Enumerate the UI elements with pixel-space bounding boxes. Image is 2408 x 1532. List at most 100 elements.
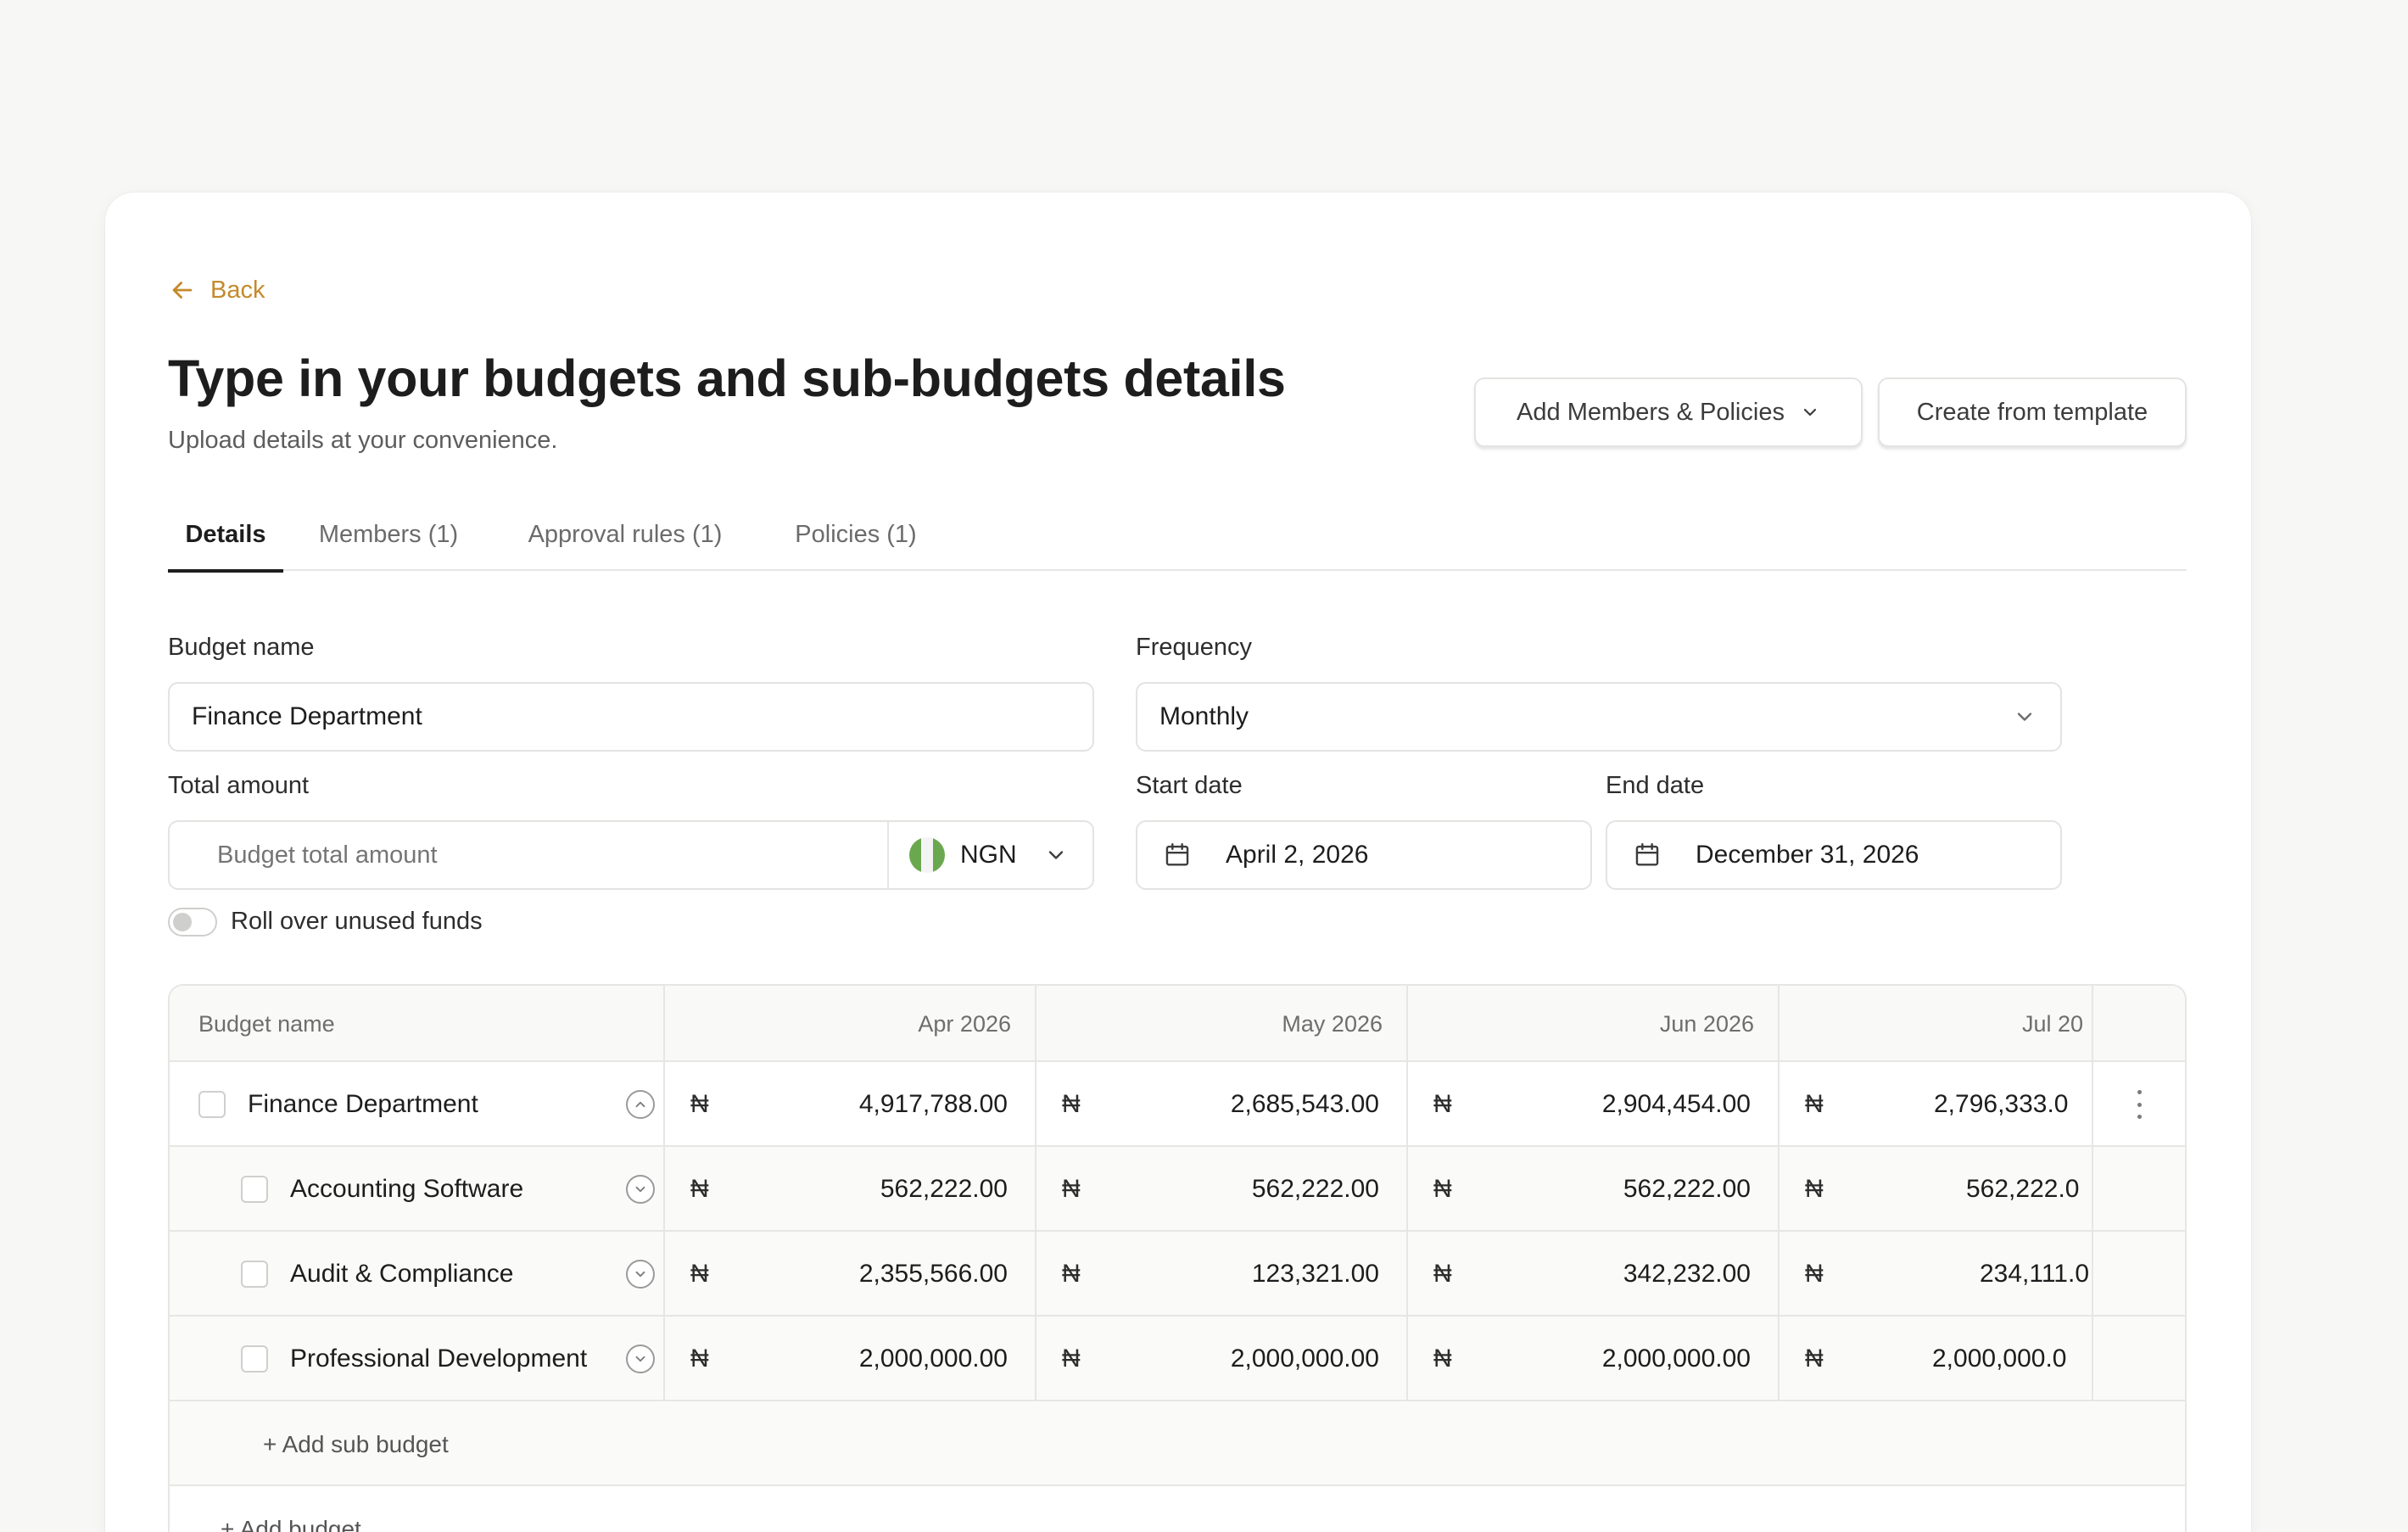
create-from-template-button[interactable]: Create from template — [1878, 377, 2187, 447]
nigeria-flag-icon — [909, 837, 945, 873]
currency-symbol: ₦ — [1062, 1175, 1081, 1203]
page-title: Type in your budgets and sub-budgets det… — [168, 349, 1286, 407]
chevron-down-icon — [2017, 713, 2032, 721]
month-header: Jul 20 — [2022, 1011, 2084, 1037]
collapse-button[interactable] — [626, 1090, 655, 1119]
currency-symbol: ₦ — [1805, 1175, 1824, 1203]
rollover-label: Roll over unused funds — [231, 908, 483, 935]
tab-approval-rules[interactable]: Approval rules (1) — [528, 520, 723, 548]
amount-cell[interactable]: 562,222.00 — [1623, 1175, 1751, 1203]
table-header: Budget name Apr 2026 May 2026 Jun 2026 J… — [170, 986, 2185, 1062]
add-budget-link[interactable]: + Add budget — [221, 1516, 361, 1532]
amount-cell[interactable]: 2,685,543.00 — [1230, 1090, 1379, 1118]
tab-details[interactable]: Details — [168, 498, 283, 573]
currency-symbol: ₦ — [690, 1260, 709, 1288]
row-checkbox[interactable] — [241, 1176, 268, 1203]
amount-cell[interactable]: 2,000,000.00 — [1230, 1345, 1379, 1373]
currency-symbol: ₦ — [1062, 1260, 1081, 1288]
row-name: Accounting Software — [290, 1175, 524, 1203]
amount-cell[interactable]: 562,222.00 — [880, 1175, 1008, 1203]
chevron-down-icon — [635, 1186, 645, 1193]
add-sub-budget-link[interactable]: + Add sub budget — [263, 1431, 449, 1457]
amount-cell[interactable]: 2,000,000.0 — [1932, 1345, 2067, 1373]
calendar-icon — [1635, 843, 1659, 866]
currency-symbol: ₦ — [1805, 1260, 1824, 1288]
month-header: Jun 2026 — [1659, 1011, 1754, 1037]
add-members-policies-label: Add Members & Policies — [1517, 398, 1785, 426]
table-row: Professional Development ₦ 2,000,000.00 … — [170, 1317, 2185, 1401]
amount-cell[interactable]: 2,000,000.00 — [858, 1345, 1008, 1373]
row-name: Audit & Compliance — [290, 1260, 514, 1288]
table-row: Finance Department ₦ 4,917,788.00 ₦ 2,68… — [170, 1062, 2185, 1147]
tab-bar: Details Members (1) Approval rules (1) P… — [168, 498, 2187, 573]
chevron-down-icon — [635, 1356, 645, 1362]
end-date-input[interactable]: December 31, 2026 — [1606, 820, 2062, 890]
frequency-select[interactable]: Monthly — [1136, 682, 2062, 752]
calendar-icon — [1165, 843, 1189, 866]
row-name: Finance Department — [248, 1090, 478, 1118]
frequency-label: Frequency — [1136, 634, 1253, 661]
amount-cell[interactable]: 2,904,454.00 — [1601, 1090, 1751, 1118]
row-more-icon[interactable] — [2134, 1090, 2144, 1119]
rollover-toggle[interactable] — [168, 908, 217, 937]
month-header: May 2026 — [1282, 1011, 1383, 1037]
tab-members[interactable]: Members (1) — [318, 520, 459, 548]
currency-symbol: ₦ — [1805, 1090, 1824, 1118]
chevron-down-icon — [635, 1271, 645, 1278]
end-date-label: End date — [1606, 772, 1705, 799]
amount-cell[interactable]: 2,000,000.00 — [1601, 1345, 1751, 1373]
currency-symbol: ₦ — [690, 1175, 709, 1203]
row-checkbox[interactable] — [241, 1261, 268, 1288]
currency-symbol: ₦ — [1433, 1175, 1452, 1203]
add-budget-row: + Add budget — [170, 1486, 2185, 1532]
tab-policies[interactable]: Policies (1) — [795, 520, 917, 548]
page-subtitle: Upload details at your convenience. — [168, 427, 558, 454]
amount-cell[interactable]: 562,222.00 — [1251, 1175, 1379, 1203]
currency-divider — [887, 822, 889, 888]
currency-symbol: ₦ — [1433, 1260, 1452, 1288]
amount-cell[interactable]: 2,355,566.00 — [858, 1260, 1008, 1288]
add-sub-budget-row: + Add sub budget — [170, 1401, 2185, 1486]
expand-button[interactable] — [626, 1175, 655, 1204]
currency-symbol: ₦ — [1062, 1345, 1081, 1373]
month-header: Apr 2026 — [918, 1011, 1011, 1037]
start-date-input[interactable]: April 2, 2026 — [1136, 820, 1592, 890]
amount-cell[interactable]: 4,917,788.00 — [858, 1090, 1008, 1118]
back-label: Back — [210, 276, 265, 304]
amount-cell[interactable]: 123,321.00 — [1251, 1260, 1379, 1288]
back-link[interactable]: Back — [168, 276, 265, 305]
currency-symbol: ₦ — [690, 1090, 709, 1118]
total-amount-group: NGN — [168, 820, 1094, 890]
chevron-down-icon — [1803, 408, 1817, 417]
expand-button[interactable] — [626, 1260, 655, 1289]
currency-symbol: ₦ — [1062, 1090, 1081, 1118]
budget-table: Budget name Apr 2026 May 2026 Jun 2026 J… — [168, 984, 2187, 1532]
chevron-down-icon — [1048, 851, 1063, 859]
currency-symbol: ₦ — [690, 1345, 709, 1373]
currency-value: NGN — [960, 841, 1017, 869]
row-checkbox[interactable] — [241, 1345, 268, 1373]
budget-name-label: Budget name — [168, 634, 315, 661]
amount-cell[interactable]: 342,232.00 — [1623, 1260, 1751, 1288]
amount-cell[interactable]: 562,222.0 — [1966, 1175, 2080, 1203]
budget-name-header: Budget name — [198, 1011, 335, 1037]
start-date-label: Start date — [1136, 772, 1243, 799]
total-amount-label: Total amount — [168, 772, 310, 799]
budget-form-card: Back Type in your budgets and sub-budget… — [105, 193, 2251, 1532]
currency-select[interactable]: NGN — [889, 822, 1092, 888]
currency-symbol: ₦ — [1805, 1345, 1824, 1373]
arrow-left-icon — [172, 282, 193, 299]
add-members-policies-button[interactable]: Add Members & Policies — [1474, 377, 1863, 447]
table-row: Audit & Compliance ₦ 2,355,566.00 ₦ 123,… — [170, 1232, 2185, 1317]
end-date-value: December 31, 2026 — [1696, 841, 1919, 869]
amount-cell[interactable]: 2,796,333.0 — [1934, 1090, 2069, 1118]
row-checkbox[interactable] — [198, 1091, 226, 1118]
chevron-up-icon — [635, 1101, 645, 1108]
total-amount-input[interactable] — [217, 837, 862, 873]
currency-symbol: ₦ — [1433, 1090, 1452, 1118]
currency-symbol: ₦ — [1433, 1345, 1452, 1373]
budget-name-input[interactable]: Finance Department — [168, 682, 1094, 752]
row-name: Professional Development — [290, 1345, 588, 1373]
expand-button[interactable] — [626, 1345, 655, 1373]
amount-cell[interactable]: 234,111.0 — [1980, 1260, 2090, 1288]
